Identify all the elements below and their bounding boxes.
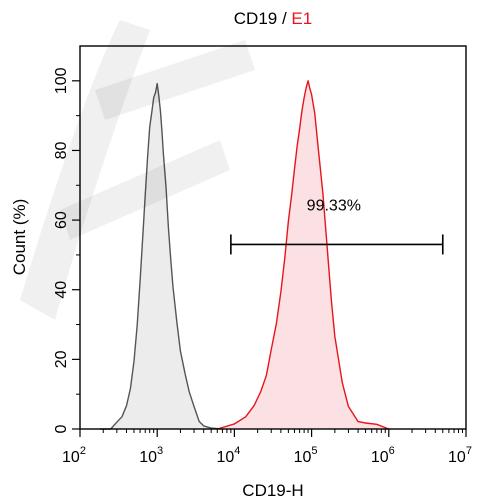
x-tick-label: 104 [216,445,240,466]
x-tick-label: 105 [294,445,318,466]
plot-area: 99.33% 102 103 104 105 106 107 0 20 40 60 80 100 [53,45,472,466]
histogram-line-control [99,82,223,430]
y-tick-label: 60 [53,211,70,229]
histogram-line-E1 [217,80,390,430]
plot-frame [79,45,467,430]
x-axis-label: CD19-H [242,481,303,500]
y-axis-ticks: 0 20 40 60 80 100 [53,67,80,433]
x-tick-label: 102 [62,445,86,466]
gate-layer: 99.33% [230,197,444,255]
gate-percentage-label: 99.33% [307,197,361,214]
histogram-fill-E1 [217,80,389,430]
y-tick-label: 80 [53,141,70,159]
y-tick-label: 20 [53,350,70,368]
title-separator: / [277,9,291,28]
y-tick-label: 0 [53,424,70,433]
x-tick-label: 107 [448,445,472,466]
y-axis-label: Count (%) [10,199,29,276]
title-sample-name: E1 [291,9,312,28]
histogram-fill-control [99,83,223,429]
chart-title: CD19 / E1 [234,9,312,28]
y-tick-label: 40 [53,281,70,299]
title-marker-name: CD19 [234,9,277,28]
x-tick-label: 106 [371,445,395,466]
series-layer [99,80,390,430]
y-tick-label: 100 [53,67,70,94]
x-tick-label: 103 [139,445,163,466]
x-axis-ticks: 102 103 104 105 106 107 [62,429,472,466]
